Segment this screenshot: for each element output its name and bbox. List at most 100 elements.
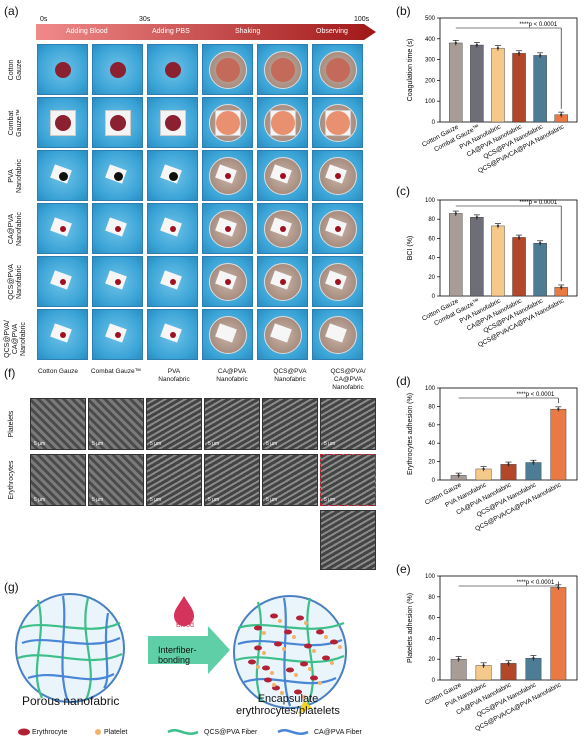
- platelet: [302, 695, 306, 699]
- platelet: [324, 635, 328, 639]
- step-adding-pbs: Adding PBS: [152, 28, 190, 35]
- photo-cell: [257, 256, 308, 307]
- platelet: [262, 651, 266, 655]
- y-tick-label: 80: [428, 404, 435, 410]
- y-tick-label: 100: [425, 99, 436, 105]
- sem-col-header: Combat Gauze™: [90, 368, 142, 375]
- platelet: [270, 671, 274, 675]
- step-adding-blood: Adding Blood: [66, 28, 108, 35]
- y-tick-label: 40: [428, 441, 435, 447]
- sem-image: 5 µm: [88, 454, 144, 506]
- photo-cell: [92, 97, 143, 148]
- erythrocyte: [304, 643, 312, 649]
- photo-cell: [92, 44, 143, 95]
- y-tick-label: 400: [425, 37, 436, 43]
- row-label-4: QCS@PVA Nanofabric: [8, 264, 23, 300]
- data-point: [454, 212, 458, 215]
- sem-image: 5 µm: [320, 398, 376, 450]
- panel-c-letter: (c): [396, 184, 410, 198]
- erythrocyte: [330, 639, 338, 645]
- panel-b-letter: (b): [396, 4, 411, 18]
- bar: [470, 44, 484, 123]
- sem-image: 5 µm: [320, 454, 376, 506]
- legend-qcs-fiber-icon: [167, 729, 199, 735]
- plot-frame: [439, 17, 578, 123]
- photo-cell: [147, 97, 198, 148]
- y-tick-label: 300: [425, 58, 436, 64]
- erythrocyte: [264, 677, 272, 683]
- y-tick-label: 20: [428, 657, 435, 663]
- scale-bar-label: 5 µm: [34, 441, 46, 447]
- photo-cell: [147, 203, 198, 254]
- erythrocyte: [316, 629, 324, 635]
- significance-label: ****p < 0.0001: [519, 22, 558, 28]
- y-tick-label: 60: [428, 423, 435, 429]
- data-point: [557, 407, 560, 411]
- panel-g-letter: (g): [4, 580, 19, 594]
- legend-ca-fiber-icon: [277, 729, 309, 735]
- encapsulate-label: Encapsulate erythrocytes/platelets: [236, 693, 340, 717]
- timeline-arrow: [36, 24, 376, 40]
- data-point: [482, 467, 485, 471]
- scale-bar-label: 5 µm: [92, 497, 104, 503]
- photo-cell: [147, 256, 198, 307]
- sem-image: 5 µm: [30, 398, 86, 450]
- sem-image: 5 µm: [88, 398, 144, 450]
- erythrocyte: [262, 665, 270, 671]
- sem-col-header: CA@PVA Nanofabric: [216, 368, 248, 383]
- sem-col-header: QCS@PVA Nanofabric: [273, 368, 307, 383]
- bar: [450, 658, 467, 681]
- photo-cell: [312, 150, 363, 201]
- erythrocyte: [270, 613, 278, 619]
- photo-cell: [92, 309, 143, 360]
- y-tick-label: 80: [428, 217, 435, 223]
- bar: [491, 47, 505, 123]
- y-tick-label: 20: [428, 275, 435, 281]
- legend-platelet-icon: [95, 729, 101, 735]
- erythrocyte: [300, 661, 308, 667]
- sem-image: 5 µm: [262, 398, 318, 450]
- bar: [500, 464, 517, 481]
- scale-bar-label: 5 µm: [150, 441, 162, 447]
- photo-cell: [92, 203, 143, 254]
- erythrocyte: [248, 659, 256, 665]
- panel-e-letter: (e): [396, 562, 411, 576]
- sem-image: 5 µm: [30, 454, 86, 506]
- data-point: [507, 662, 510, 665]
- platelet: [292, 635, 296, 639]
- bar: [512, 53, 526, 123]
- erythrocyte: [296, 615, 304, 621]
- row-label-1: Combat Gauze™: [8, 109, 23, 137]
- data-point: [557, 586, 560, 589]
- scale-bar-label: 5 µm: [266, 441, 278, 447]
- erythrocyte: [294, 689, 302, 695]
- platelet: [294, 673, 298, 677]
- sem-col-header: Cotton Gauze: [37, 368, 79, 375]
- data-point: [496, 224, 500, 228]
- sem-image: 5 µm: [204, 398, 260, 450]
- erythrocyte: [310, 675, 318, 681]
- sem-image: 5 µm: [204, 454, 260, 506]
- y-axis-label: Platelets adhesion (%): [407, 593, 414, 663]
- bar: [550, 408, 567, 481]
- data-point: [496, 46, 500, 50]
- erythrocyte: [254, 645, 262, 651]
- erythrocyte: [254, 625, 262, 631]
- legend-erythrocyte-icon: [18, 728, 30, 736]
- platelet: [272, 683, 276, 687]
- process-arrow: [148, 626, 230, 674]
- data-point: [532, 461, 535, 464]
- photo-cell: [37, 309, 88, 360]
- significance-label: ****p = 0.0001: [519, 200, 558, 206]
- y-tick-label: 60: [428, 616, 435, 622]
- porous-nanofabric-label: Porous nanofabric: [22, 694, 120, 708]
- data-point: [517, 52, 521, 55]
- y-tick-label: 0: [432, 678, 436, 684]
- photo-cell: [202, 203, 253, 254]
- sem-col-header: QCS@PVA/ CA@PVA Nanofabric: [330, 368, 366, 391]
- photo-cell: [147, 309, 198, 360]
- bar: [533, 243, 547, 297]
- scale-bar-label: 5 µm: [208, 441, 220, 447]
- schematic: [15, 593, 347, 736]
